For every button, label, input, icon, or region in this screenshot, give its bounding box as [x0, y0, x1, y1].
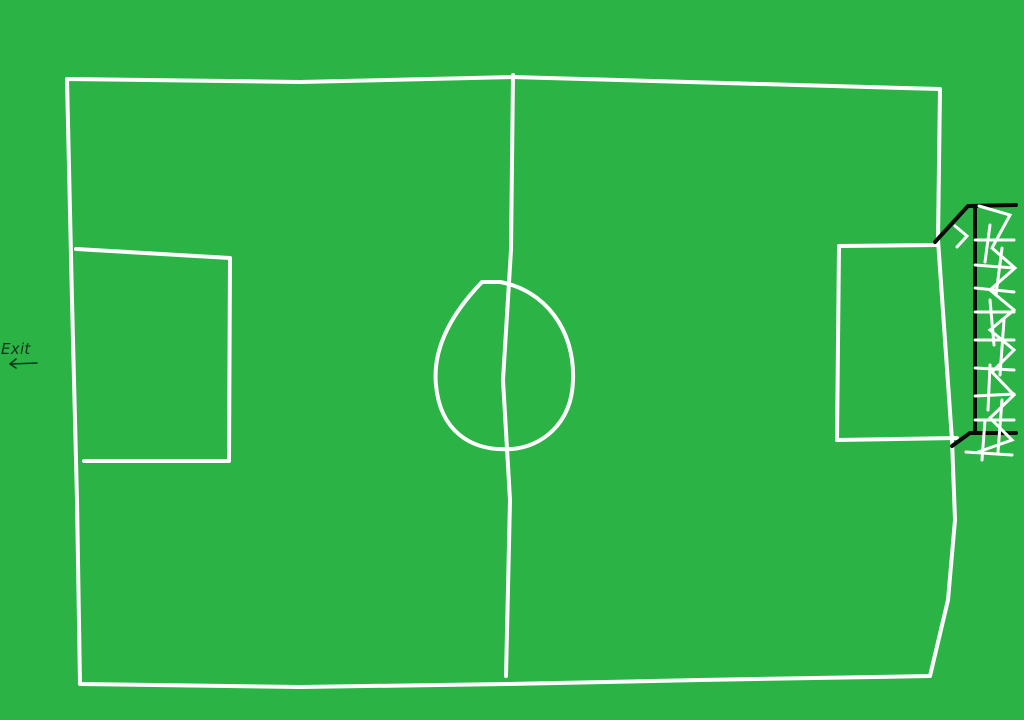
goal-top-bar — [933, 203, 1018, 244]
right-penalty-box — [835, 243, 959, 442]
left-arrow-icon — [9, 358, 38, 369]
right-goal — [933, 203, 1018, 462]
halfway-line — [501, 73, 515, 678]
left-penalty-box — [74, 247, 232, 463]
exit-label: Exit — [1, 340, 31, 358]
field-boundary — [65, 75, 957, 689]
center-circle — [433, 280, 576, 452]
goal-net — [953, 204, 1018, 462]
exit-button[interactable]: Exit — [0, 340, 48, 376]
